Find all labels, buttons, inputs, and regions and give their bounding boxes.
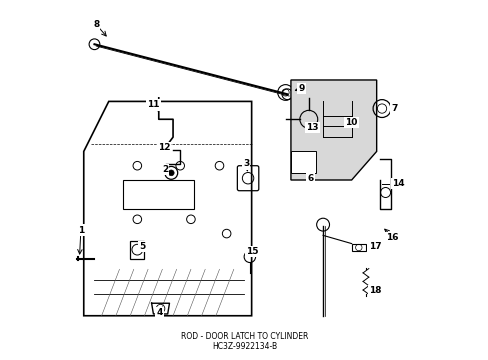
Text: 15: 15: [246, 247, 259, 256]
Polygon shape: [290, 152, 315, 173]
Text: 8: 8: [93, 20, 99, 29]
Circle shape: [168, 170, 174, 176]
Text: 4: 4: [156, 309, 163, 318]
Bar: [351, 244, 365, 251]
Text: 18: 18: [368, 286, 380, 295]
Text: 2: 2: [162, 165, 168, 174]
Text: 7: 7: [390, 104, 397, 113]
Text: ROD - DOOR LATCH TO CYLINDER
HC3Z-9922134-B: ROD - DOOR LATCH TO CYLINDER HC3Z-992213…: [181, 332, 307, 351]
Text: 12: 12: [158, 143, 170, 152]
Text: 16: 16: [386, 233, 398, 242]
Bar: [123, 180, 194, 208]
Text: 13: 13: [305, 123, 318, 132]
Text: 11: 11: [147, 100, 159, 109]
Text: 1: 1: [78, 225, 84, 234]
Text: 9: 9: [298, 84, 304, 93]
Text: 17: 17: [368, 242, 381, 251]
Text: 3: 3: [243, 159, 249, 168]
Text: 5: 5: [139, 242, 145, 251]
Text: 10: 10: [345, 118, 357, 127]
Text: 14: 14: [391, 179, 404, 188]
Polygon shape: [290, 80, 376, 180]
Text: 6: 6: [307, 174, 313, 183]
